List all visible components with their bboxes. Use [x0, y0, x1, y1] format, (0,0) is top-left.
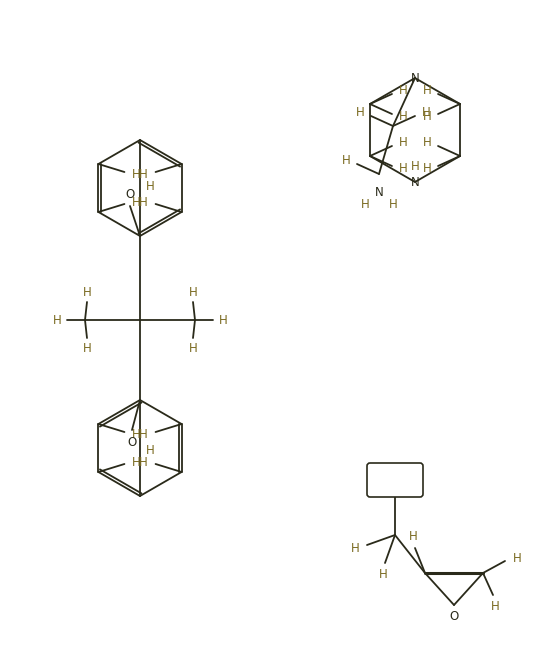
Text: H: H [422, 107, 430, 120]
Text: N: N [411, 175, 419, 188]
Text: H: H [132, 455, 141, 468]
Text: Abs: Abs [384, 474, 406, 487]
Text: H: H [399, 137, 408, 149]
Text: H: H [82, 285, 91, 298]
Text: H: H [513, 551, 521, 564]
Text: H: H [411, 160, 419, 173]
Text: H: H [491, 600, 499, 613]
Text: H: H [189, 285, 197, 298]
Text: H: H [389, 197, 397, 210]
Text: N: N [375, 186, 383, 199]
Text: H: H [422, 111, 431, 124]
Text: H: H [219, 314, 227, 327]
Text: H: H [361, 197, 370, 210]
Text: H: H [422, 137, 431, 149]
FancyBboxPatch shape [367, 463, 423, 497]
Text: H: H [356, 107, 364, 120]
Text: H: H [378, 569, 387, 582]
Text: H: H [53, 314, 62, 327]
Text: O: O [125, 188, 135, 201]
Text: H: H [189, 342, 197, 355]
Text: H: H [132, 195, 141, 208]
Text: H: H [351, 542, 359, 554]
Text: H: H [146, 443, 155, 457]
Text: O: O [128, 435, 136, 448]
Text: H: H [422, 85, 431, 98]
Text: O: O [449, 611, 459, 624]
Text: H: H [342, 155, 350, 168]
Text: H: H [139, 455, 148, 468]
Text: N: N [411, 72, 419, 85]
Text: H: H [399, 162, 408, 175]
Text: H: H [422, 162, 431, 175]
Text: H: H [409, 529, 417, 542]
Text: H: H [139, 168, 148, 181]
Text: H: H [146, 179, 155, 193]
Text: H: H [82, 342, 91, 355]
Text: H: H [132, 168, 141, 181]
Text: H: H [399, 85, 408, 98]
Text: H: H [399, 111, 408, 124]
Text: H: H [139, 195, 148, 208]
Text: H: H [139, 428, 148, 441]
Text: H: H [132, 428, 141, 441]
